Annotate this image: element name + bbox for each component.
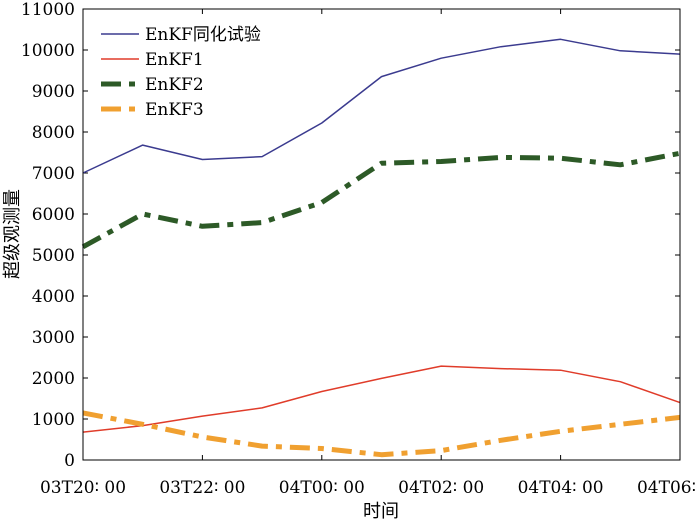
y-tick-label: 4000 (32, 287, 75, 307)
y-axis-label: 超级观测量 (2, 189, 23, 279)
y-tick-label: 11000 (21, 0, 75, 20)
series-line-3 (81, 150, 681, 249)
x-tick-label: 04T00∶ 00 (279, 478, 365, 498)
y-tick-label: 10000 (21, 41, 75, 61)
series-layer (81, 38, 681, 458)
y-tick-label: 0 (64, 451, 75, 471)
y-tick-label: 5000 (32, 246, 75, 266)
x-tick-label: 03T22∶ 00 (159, 478, 245, 498)
legend-label-1: EnKF同化试验 (145, 25, 261, 45)
y-tick-label: 8000 (32, 123, 75, 143)
y-tick-label: 7000 (32, 164, 75, 184)
y-tick-label: 6000 (32, 205, 75, 225)
y-tick-label: 9000 (32, 82, 75, 102)
x-tick-label: 03T20∶ 00 (40, 478, 126, 498)
y-tick-label: 2000 (32, 369, 75, 389)
legend: EnKF同化试验 EnKF1 EnKF2 EnKF3 (101, 25, 261, 120)
plot-frame (82, 8, 681, 461)
legend-label-3: EnKF2 (145, 75, 204, 95)
series-line-4 (82, 410, 681, 458)
series-line-2 (82, 365, 681, 433)
x-tick-label: 04T04∶ 00 (518, 478, 604, 498)
tick-layer: 0 1000 2000 3000 4000 5000 6000 7000 8000 9000 100… (21, 0, 700, 498)
series-line-1 (82, 38, 681, 174)
legend-label-4: EnKF3 (145, 100, 204, 120)
x-axis-label: 时间 (363, 501, 399, 522)
y-tick-label: 1000 (32, 410, 75, 430)
x-tick-label: 04T06∶ 00 (637, 478, 700, 498)
legend-label-2: EnKF1 (145, 50, 204, 70)
y-tick-label: 3000 (32, 328, 75, 348)
x-tick-label: 04T02∶ 00 (398, 478, 484, 498)
